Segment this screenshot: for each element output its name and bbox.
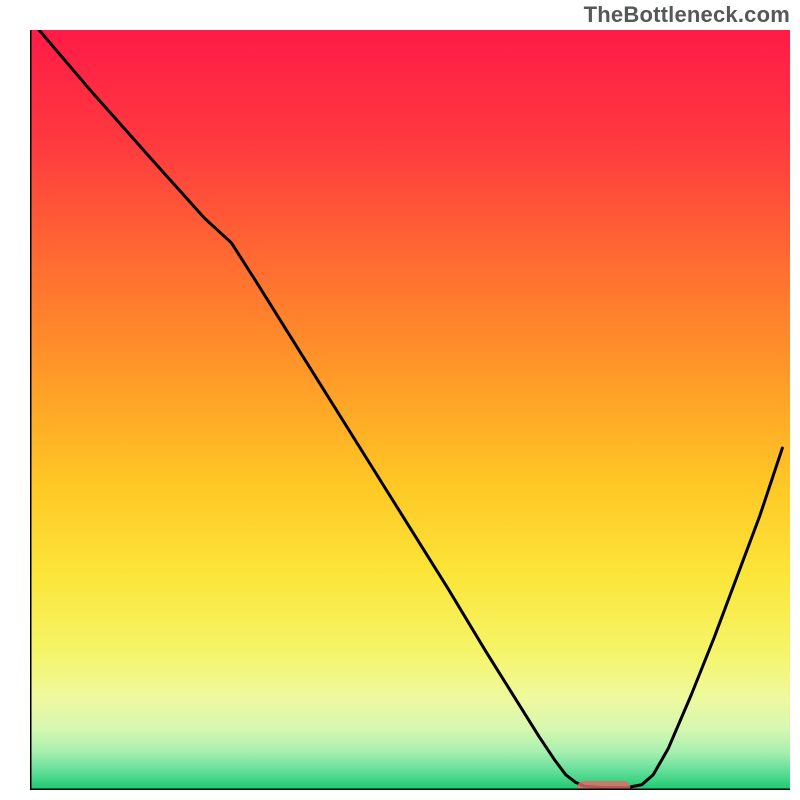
bottleneck-chart — [30, 30, 790, 790]
plot-background — [30, 30, 790, 790]
watermark-text: TheBottleneck.com — [584, 2, 790, 28]
chart-container: TheBottleneck.com — [0, 0, 800, 800]
